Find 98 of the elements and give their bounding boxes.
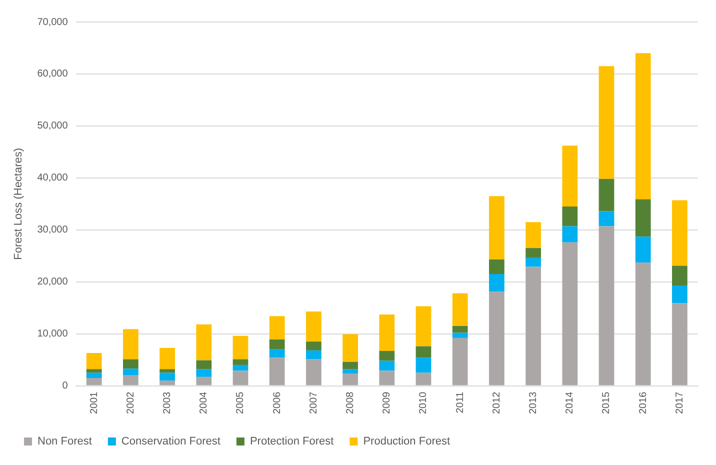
x-tick-label: 2006 (272, 391, 283, 414)
bar (306, 342, 322, 350)
bar (269, 349, 285, 358)
bar (269, 316, 285, 340)
bar (489, 274, 504, 292)
bar (635, 262, 651, 386)
y-axis-title: Forest Loss (Hectares) (12, 148, 25, 260)
bar (416, 306, 432, 346)
bar (86, 353, 102, 370)
bar (635, 53, 651, 200)
bar (416, 346, 432, 358)
bar (672, 266, 688, 286)
bar (232, 359, 248, 365)
y-tick-label: 70,000 (37, 16, 68, 28)
bar (562, 146, 578, 206)
x-tick-label: 2012 (491, 391, 502, 414)
x-tick-label: 2016 (638, 391, 649, 414)
bar (672, 285, 688, 304)
bar (489, 196, 504, 260)
bar (379, 360, 395, 371)
bar (452, 338, 468, 386)
bar (342, 369, 358, 374)
bar (342, 362, 358, 370)
x-tick-label: 2015 (601, 391, 612, 414)
bar (342, 374, 358, 386)
legend-label: Protection Forest (250, 436, 334, 448)
bar (306, 311, 322, 342)
y-tick-label: 20,000 (37, 276, 68, 288)
bar (416, 372, 432, 386)
x-tick-label: 2004 (198, 391, 210, 414)
bar (342, 334, 358, 362)
bar (160, 380, 175, 386)
x-tick-label: 2014 (564, 391, 576, 414)
x-tick-label: 2010 (418, 391, 430, 414)
bar (672, 200, 688, 266)
legend-label: Conservation Forest (121, 436, 220, 448)
bar (269, 358, 285, 386)
bar (123, 375, 138, 386)
bar (562, 206, 578, 226)
y-tick-label: 0 (62, 380, 68, 392)
legend-label: Production Forest (363, 436, 450, 448)
bar (379, 314, 395, 351)
bar (562, 226, 578, 242)
y-tick-label: 30,000 (37, 224, 68, 236)
bar (196, 376, 212, 386)
bar (306, 359, 322, 386)
bar (526, 248, 541, 258)
y-tick-label: 60,000 (37, 68, 68, 80)
bar (123, 359, 138, 369)
x-tick-label: 2003 (162, 391, 174, 414)
bar (196, 324, 212, 360)
bar (86, 372, 102, 378)
y-tick-label: 50,000 (37, 120, 68, 132)
bar (598, 226, 614, 386)
legend-label: Non Forest (38, 436, 92, 448)
bar (306, 350, 322, 360)
bar (452, 332, 468, 338)
bar (562, 242, 578, 386)
bar (452, 293, 468, 326)
bar (526, 222, 541, 248)
bar (416, 358, 432, 373)
bar (123, 368, 138, 376)
bar (452, 326, 468, 333)
bar (269, 340, 285, 350)
bar (598, 66, 614, 179)
bar (598, 211, 614, 226)
bar (232, 364, 248, 371)
bar (379, 350, 395, 361)
x-tick-label: 2001 (88, 391, 100, 414)
bar (160, 348, 175, 370)
x-tick-label: 2009 (382, 391, 393, 414)
x-tick-label: 2005 (235, 391, 246, 414)
bar (672, 303, 688, 386)
bar (86, 369, 102, 373)
bar (123, 329, 138, 360)
bar (526, 266, 541, 386)
bar (635, 199, 651, 237)
bar (635, 236, 651, 263)
bar (232, 370, 248, 386)
bar (489, 259, 504, 274)
bar (489, 292, 504, 386)
x-tick-label: 2013 (528, 391, 540, 414)
bar (232, 336, 248, 360)
bar (160, 369, 175, 373)
bar (598, 178, 614, 212)
bar (196, 369, 212, 377)
x-tick-label: 2002 (125, 391, 136, 414)
x-tick-label: 2011 (454, 391, 466, 414)
x-tick-label: 2007 (308, 391, 320, 414)
bar (160, 372, 175, 381)
x-tick-label: 2008 (345, 391, 356, 414)
x-tick-label: 2017 (674, 391, 686, 414)
bar (86, 378, 102, 386)
bar (526, 258, 541, 267)
bar (196, 360, 212, 370)
y-tick-label: 40,000 (37, 172, 68, 184)
bar (379, 370, 395, 386)
y-tick-label: 10,000 (37, 328, 68, 340)
